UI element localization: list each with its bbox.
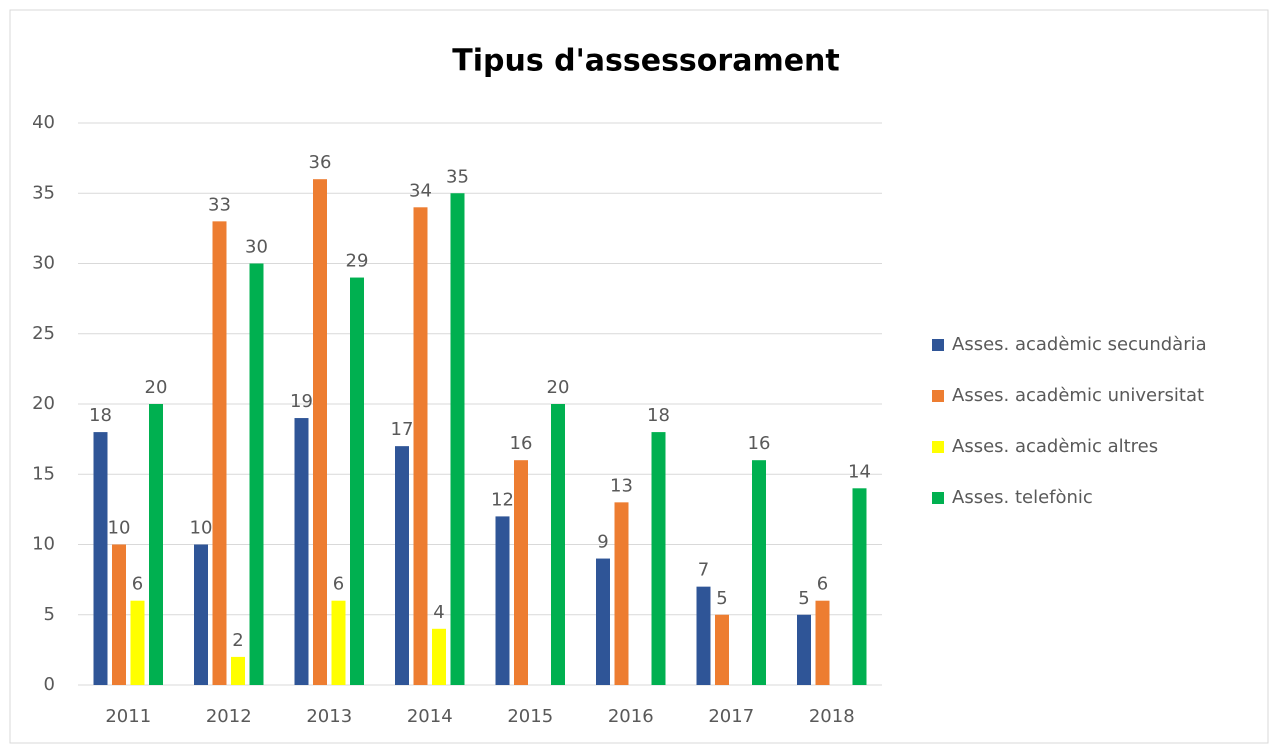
x-tick-label: 2016 [608,706,654,727]
y-tick-label: 40 [32,112,55,133]
y-tick-label: 20 [32,393,55,414]
data-label: 9 [597,532,608,553]
bar [797,614,811,685]
data-label: 10 [108,518,131,539]
legend-swatch [932,339,944,351]
legend-label: Asses. acadèmic altres [952,436,1158,457]
legend-swatch [932,492,944,504]
bar [715,614,729,685]
bar [450,193,465,685]
bar [93,432,108,685]
bar [495,516,510,685]
data-label: 6 [333,574,344,595]
data-label: 36 [309,152,332,173]
y-tick-label: 0 [44,674,55,695]
bar [212,221,227,685]
bar [551,404,565,685]
bar [696,586,711,685]
chart-title: Tipus d'assessorament [452,44,840,79]
data-label: 30 [245,237,268,258]
bar [852,488,867,685]
data-label: 5 [798,588,809,609]
bar [752,460,766,685]
legend-label: Asses. acadèmic universitat [952,385,1204,406]
data-label: 14 [848,461,871,482]
data-label: 10 [190,518,213,539]
legend-label: Asses. telefònic [952,487,1093,508]
data-label: 18 [647,405,670,426]
data-label: 20 [145,377,168,398]
data-label: 16 [510,433,533,454]
x-tick-label: 2012 [206,706,252,727]
x-tick-label: 2013 [306,706,352,727]
legend-label: Asses. acadèmic secundària [952,334,1207,355]
data-label: 13 [610,475,633,496]
bar [249,263,264,685]
data-label: 18 [89,405,112,426]
data-label: 20 [547,377,570,398]
bar [395,446,409,685]
data-label: 33 [208,194,231,215]
y-tick-label: 15 [32,463,55,484]
bar [112,544,126,685]
data-label: 6 [817,574,828,595]
bar [651,432,666,685]
bar [231,656,245,685]
y-tick-label: 25 [32,323,55,344]
bar [331,600,346,685]
data-label: 6 [132,574,143,595]
bar [294,418,309,685]
data-label: 29 [346,251,369,272]
bar [614,502,629,685]
x-tick-label: 2018 [809,706,855,727]
bar [130,600,145,685]
y-tick-label: 30 [32,253,55,274]
bar [350,277,364,685]
data-label: 19 [290,391,313,412]
data-label: 5 [716,588,727,609]
bar [194,544,208,685]
data-label: 12 [491,489,514,510]
data-label: 35 [446,166,469,187]
bar [596,558,610,685]
bar [413,207,428,686]
data-label: 16 [748,433,771,454]
legend-swatch [932,441,944,453]
bar [149,404,163,685]
bar [313,179,327,685]
data-label: 17 [391,419,414,440]
data-label: 2 [232,630,243,651]
y-tick-label: 5 [44,604,55,625]
bar [432,628,446,685]
data-label: 4 [433,602,444,623]
x-tick-label: 2017 [708,706,754,727]
x-tick-label: 2015 [507,706,553,727]
x-tick-label: 2011 [105,706,151,727]
data-label: 34 [409,180,432,201]
legend-swatch [932,390,944,402]
bar [514,460,528,685]
bar [815,600,830,685]
x-tick-label: 2014 [407,706,453,727]
y-tick-label: 10 [32,534,55,555]
y-tick-label: 35 [32,182,55,203]
data-label: 7 [698,560,709,581]
